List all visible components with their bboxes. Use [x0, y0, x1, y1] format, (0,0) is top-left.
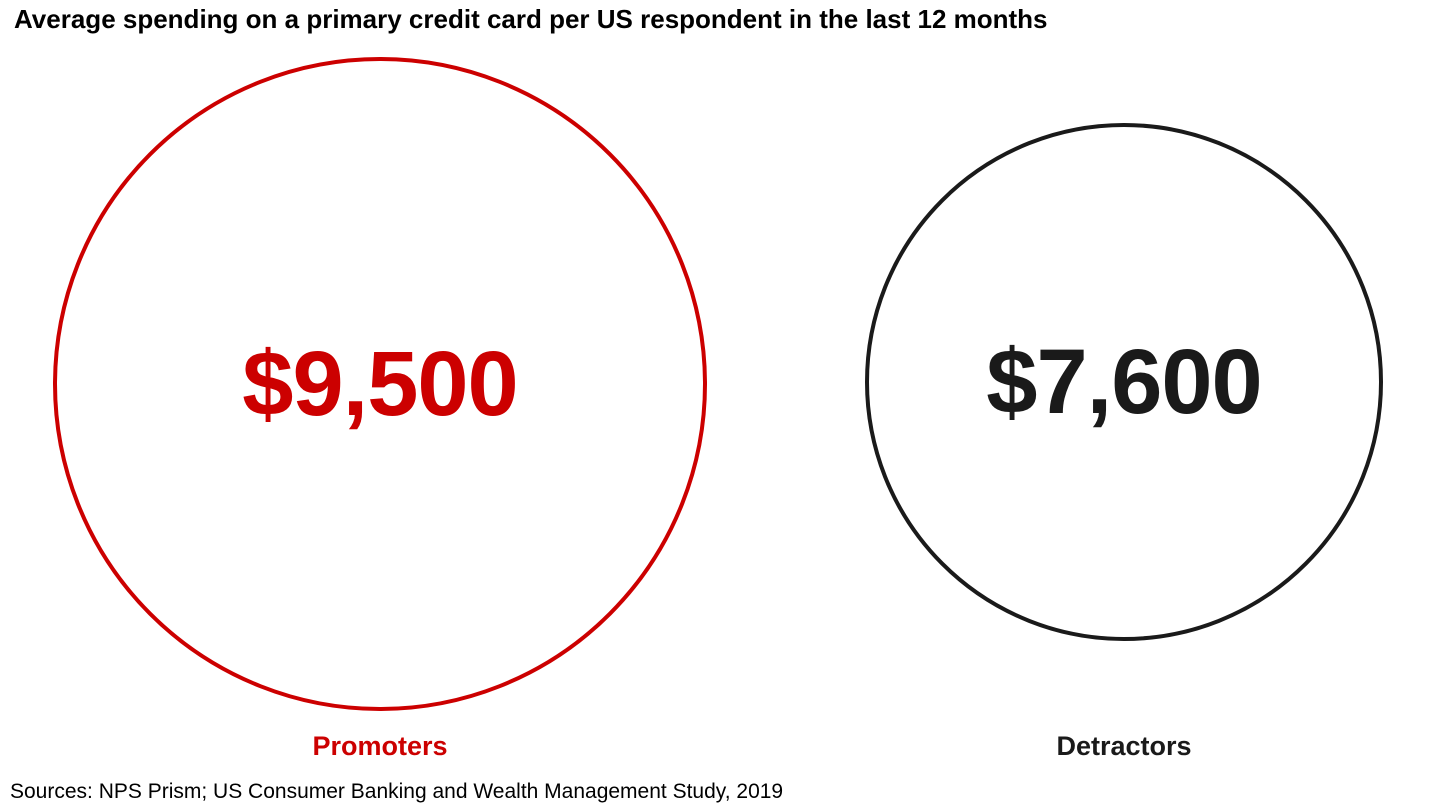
detractors-label: Detractors: [1056, 731, 1192, 761]
promoters-label: Promoters: [312, 731, 448, 761]
detractors-circle: $7,600: [865, 123, 1383, 641]
promoters-value: $9,500: [242, 332, 518, 435]
promoters-circle: $9,500: [53, 57, 707, 711]
chart-title: Average spending on a primary credit car…: [14, 4, 1048, 34]
detractors-value: $7,600: [986, 330, 1262, 433]
source-note: Sources: NPS Prism; US Consumer Banking …: [10, 780, 784, 803]
